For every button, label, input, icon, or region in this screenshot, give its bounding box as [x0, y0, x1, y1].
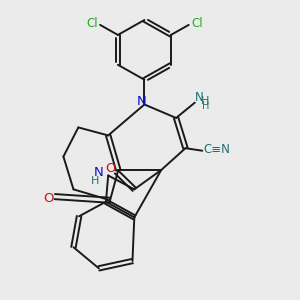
Text: H: H [201, 96, 209, 106]
Text: N: N [195, 91, 204, 104]
Text: Cl: Cl [191, 16, 203, 30]
Text: N: N [94, 166, 104, 179]
Text: N: N [136, 95, 146, 108]
Text: O: O [43, 192, 53, 205]
Text: O: O [106, 162, 116, 176]
Text: C≡N: C≡N [204, 143, 231, 156]
Text: Cl: Cl [86, 16, 98, 30]
Text: H: H [91, 176, 99, 186]
Text: H: H [202, 101, 210, 111]
